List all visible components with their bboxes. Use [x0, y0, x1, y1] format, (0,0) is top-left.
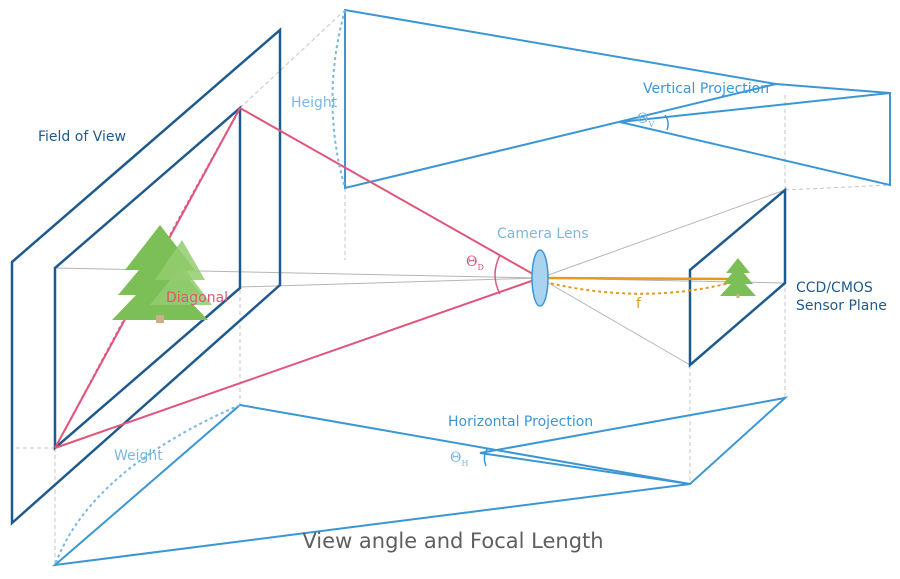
sensor-plane-frame	[688, 187, 787, 368]
lens-icon	[531, 249, 549, 307]
theta-v-arc	[664, 114, 669, 131]
theta-d-label: ΘD	[466, 254, 484, 272]
horizontal-projection-shape	[51, 403, 691, 567]
diagram-caption: View angle and Focal Length	[302, 529, 603, 553]
horizontal-projection-shape-right	[479, 396, 789, 486]
vertical-projection-shape	[344, 8, 777, 190]
theta-d-arc	[494, 254, 501, 295]
horizontal-projection-label: Horizontal Projection	[448, 414, 593, 430]
vertical-projection-edge	[775, 83, 891, 94]
field-of-view-label: Field of View	[38, 129, 126, 145]
field-of-view-outer-frame	[10, 27, 282, 526]
field-of-view-inner-frame	[53, 105, 242, 451]
weight-label: Weight	[114, 448, 163, 464]
focal-length-label: f	[636, 296, 642, 312]
focal-length-line	[539, 276, 739, 281]
camera-lens-label: Camera Lens	[497, 226, 589, 242]
theta-h-label: ΘH	[450, 450, 468, 468]
tree-icon	[720, 258, 756, 298]
theta-v-label: ΘV	[637, 111, 654, 129]
vertical-projection-label: Vertical Projection	[643, 81, 769, 97]
diagonal-label: Diagonal	[166, 290, 228, 306]
sensor-plane-label-line1: CCD/CMOS	[796, 280, 873, 296]
vertical-projection-shape-right	[619, 91, 891, 187]
theta-h-arc	[483, 447, 489, 467]
tree-icon	[112, 225, 212, 323]
height-label: Height	[291, 95, 338, 111]
height-arc	[331, 9, 346, 189]
sensor-plane-label-line2: Sensor Plane	[796, 298, 887, 314]
focal-length-arc	[544, 281, 731, 295]
